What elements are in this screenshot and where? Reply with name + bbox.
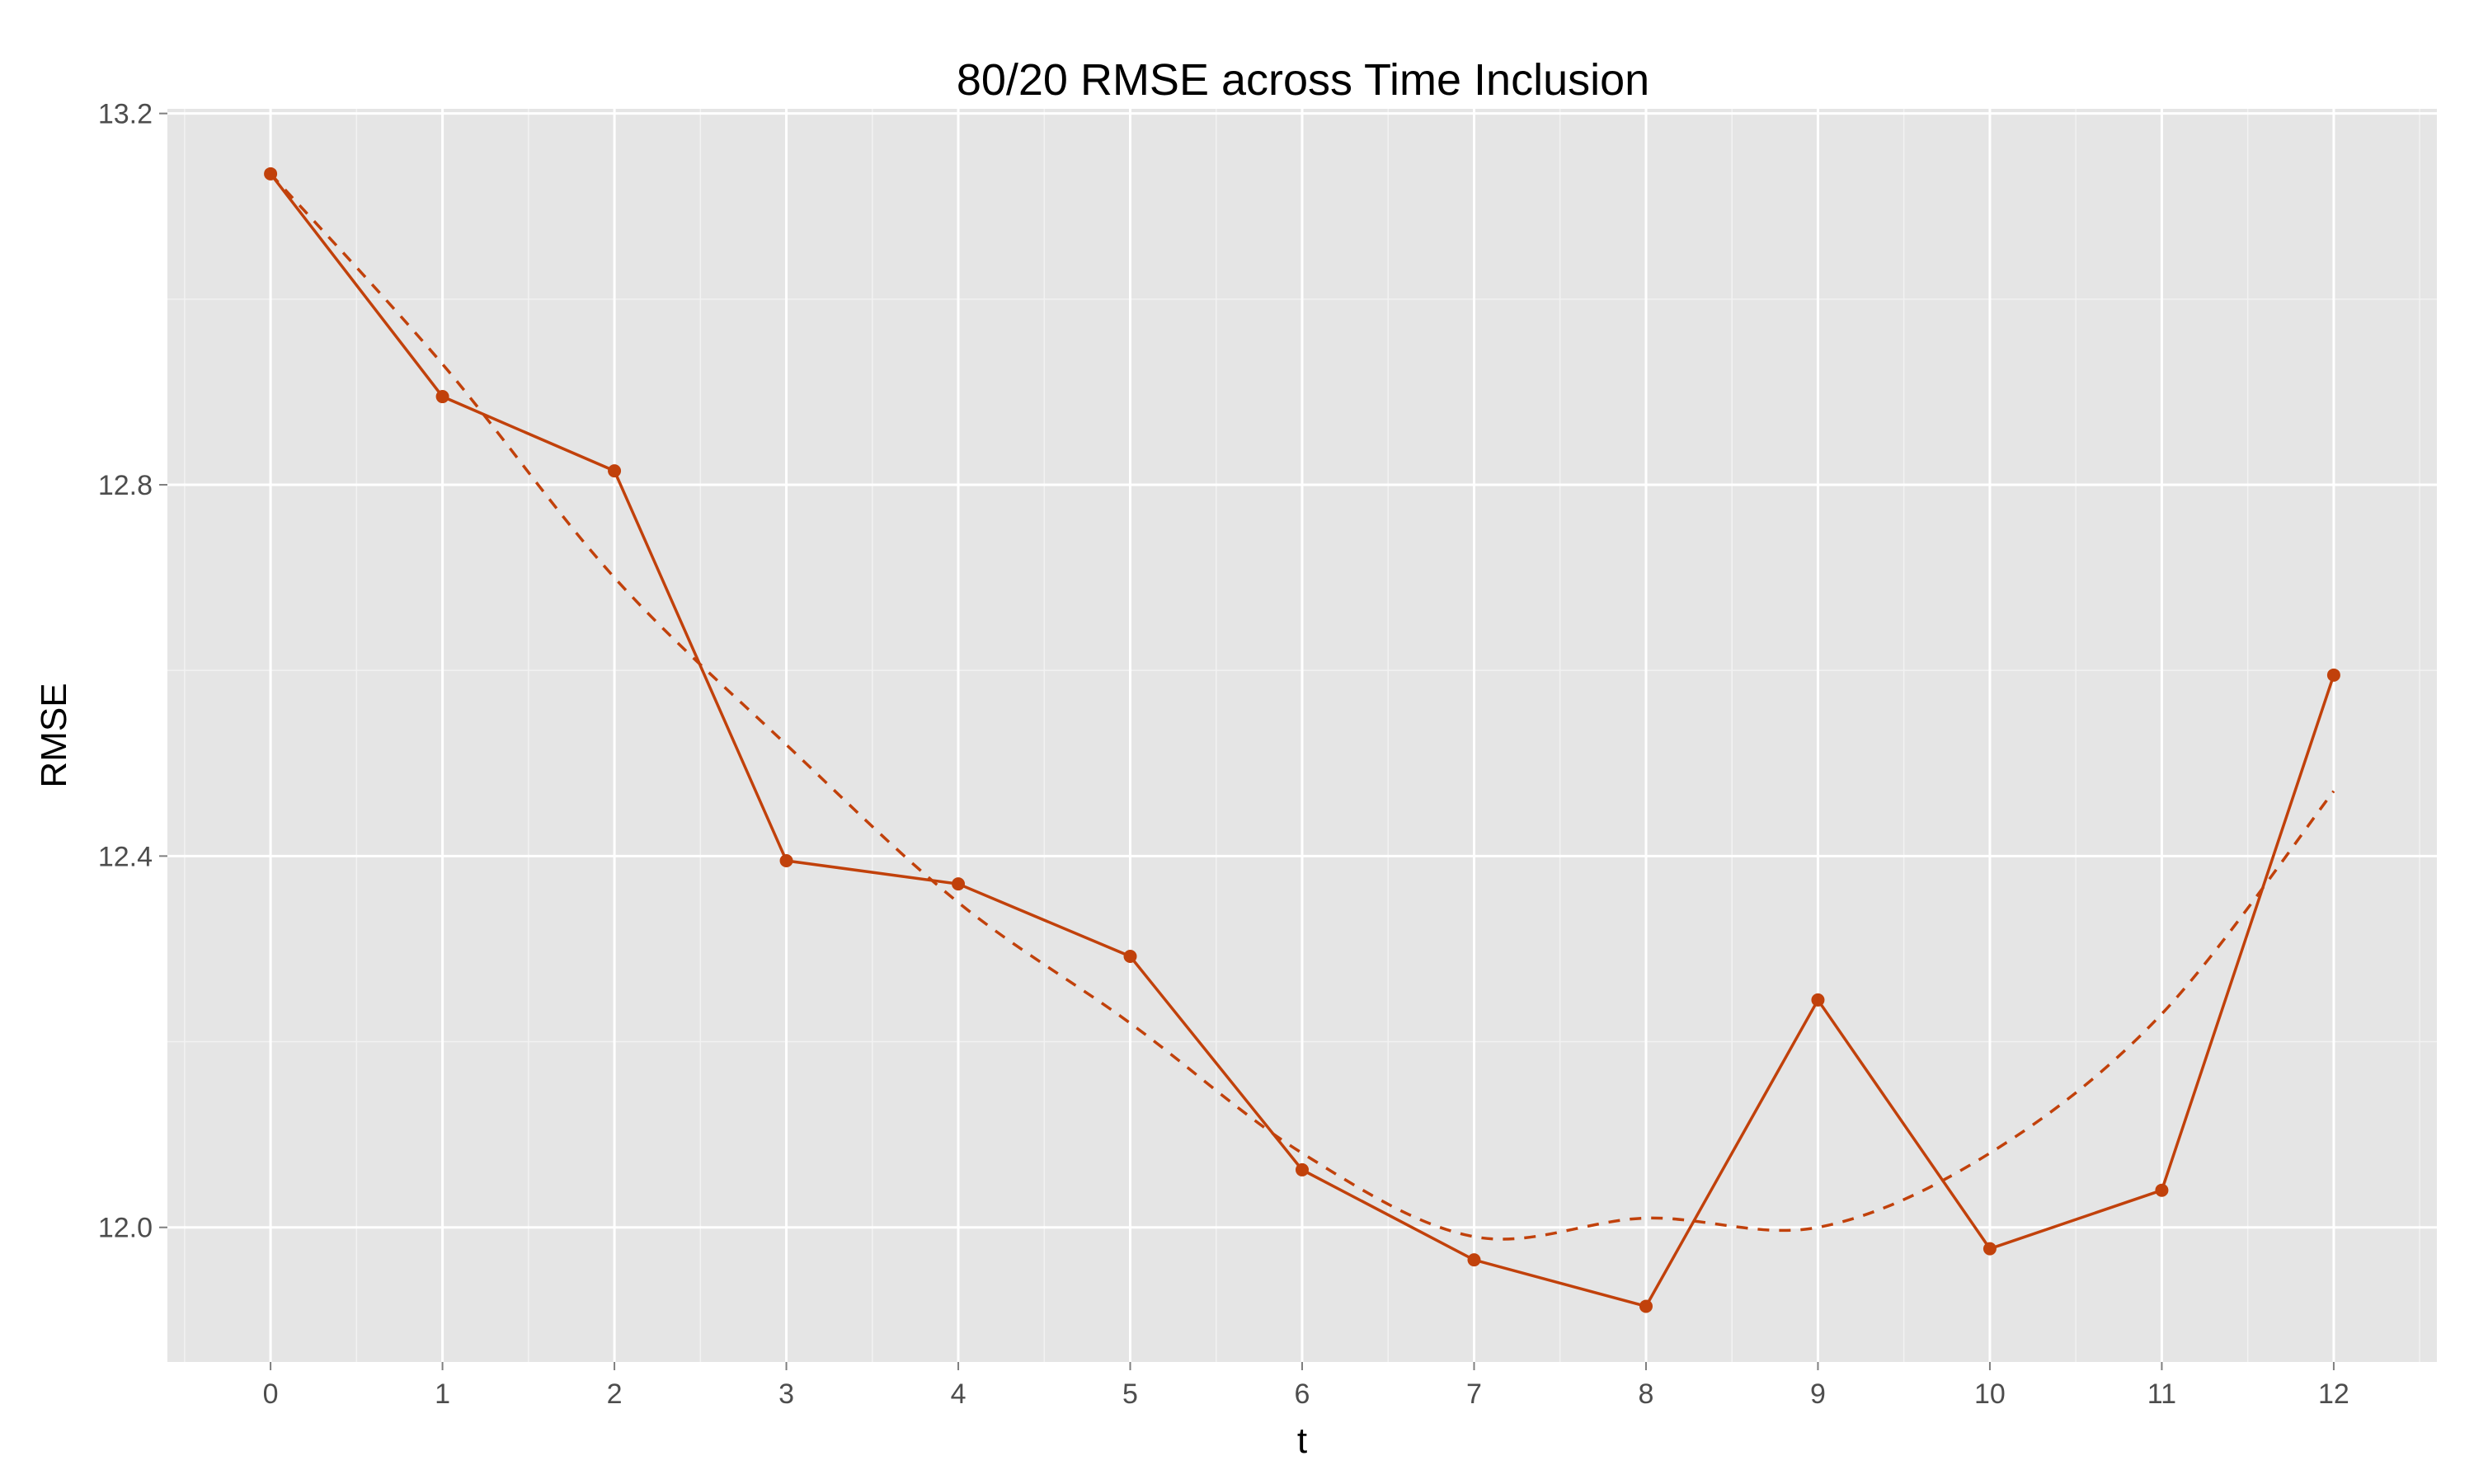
rmse-point (1982, 1242, 1997, 1256)
rmse-point (1123, 949, 1137, 963)
x-tick-label: 12 (2318, 1378, 2349, 1410)
y-tick-label: 12.4 (98, 841, 153, 872)
series-layer (264, 167, 2340, 1313)
x-tick-label: 8 (1639, 1378, 1654, 1410)
rmse-point (435, 390, 449, 404)
x-tick-label: 10 (1974, 1378, 2006, 1410)
x-axis-title: t (1297, 1421, 1307, 1461)
x-tick-label: 11 (2147, 1378, 2176, 1410)
rmse-point (1639, 1299, 1653, 1313)
x-tick-labels: 0 1 2 3 4 5 6 7 8 9 10 11 12 (263, 1378, 2349, 1410)
rmse-point (1467, 1253, 1481, 1267)
x-tick-label: 3 (778, 1378, 794, 1410)
x-tick-label: 7 (1466, 1378, 1482, 1410)
x-tick-label: 0 (263, 1378, 279, 1410)
y-tick-labels: 12.0 12.4 12.8 13.2 (98, 99, 153, 1244)
x-tick-label: 2 (607, 1378, 623, 1410)
rmse-point (1811, 993, 1825, 1007)
y-tick-label: 12.0 (98, 1213, 153, 1244)
x-tick-label: 9 (1810, 1378, 1826, 1410)
x-tick-label: 4 (951, 1378, 967, 1410)
y-axis-title: RMSE (34, 683, 74, 787)
x-tick-label: 1 (435, 1378, 450, 1410)
rmse-point (1296, 1162, 1309, 1176)
y-tick-label: 12.8 (98, 470, 153, 501)
axis-ticks (159, 112, 2335, 1370)
y-tick-label: 13.2 (98, 99, 153, 130)
rmse-point (264, 167, 278, 181)
rmse-point (2326, 668, 2340, 682)
rmse-point (779, 854, 793, 867)
x-tick-label: 5 (1122, 1378, 1138, 1410)
x-tick-label: 6 (1295, 1378, 1310, 1410)
chart-title: 80/20 RMSE across Time Inclusion (957, 55, 1649, 105)
rmse-point (952, 877, 966, 891)
rmse-point (2155, 1183, 2169, 1197)
major-gridlines (167, 109, 2437, 1362)
rmse-point (608, 464, 622, 478)
